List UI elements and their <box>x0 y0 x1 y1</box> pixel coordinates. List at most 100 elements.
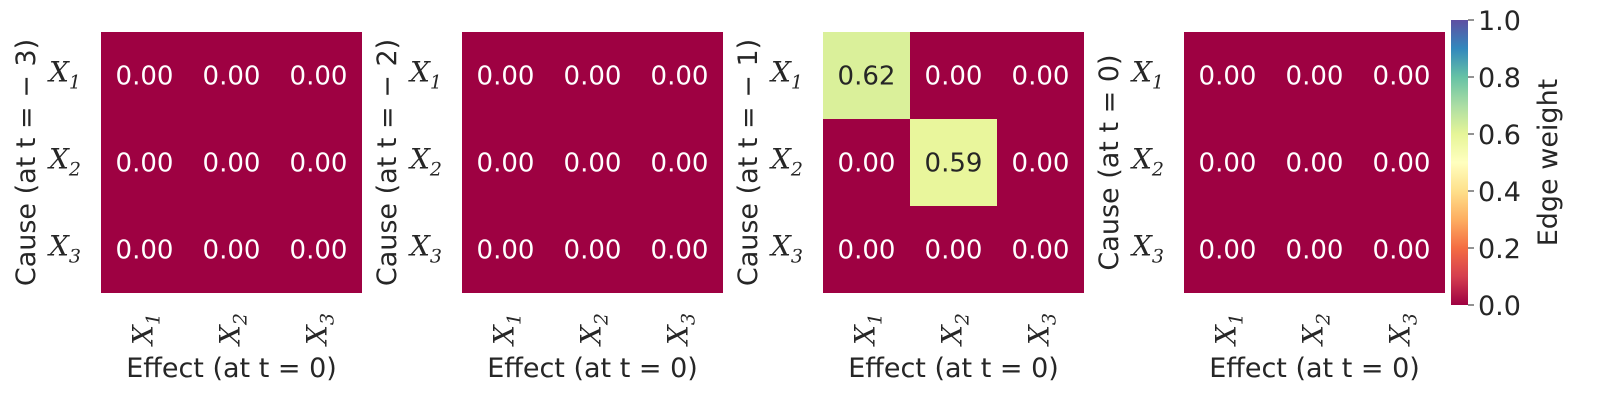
heatmap-cell <box>462 119 549 206</box>
colorbar-tick-label: 0.2 <box>1478 234 1521 265</box>
row-tick-label: X2 <box>1130 143 1164 181</box>
cell-value-label: 0.00 <box>290 236 348 266</box>
heatmap-cell <box>275 206 362 293</box>
cell-value-label: 0.00 <box>1373 236 1431 266</box>
heatmap-cell <box>1184 32 1271 119</box>
heatmap-panel-3: 0.62 0.00 0.00 0.00 0.59 0.00 0.00 0.00 0.00 X1 X2… <box>733 32 1084 384</box>
heatmap-cell <box>101 119 188 206</box>
cell-value-label: 0.00 <box>651 236 709 266</box>
row-tick-label: X3 <box>408 230 442 268</box>
heatmap-cell <box>1358 32 1445 119</box>
heatmap-cell <box>1271 119 1358 206</box>
cell-value-label: 0.00 <box>477 62 535 92</box>
x-axis-label: Effect (at t = 0) <box>1209 353 1420 384</box>
cell-value-label: 0.00 <box>838 236 896 266</box>
heatmap-cell <box>1184 119 1271 206</box>
cell-value-label: 0.00 <box>116 62 174 92</box>
heatmap-cell <box>636 206 723 293</box>
heatmap-cell <box>1271 206 1358 293</box>
cell-value-label: 0.00 <box>477 236 535 266</box>
y-axis-label: Cause (at t = − 2) <box>372 39 403 286</box>
cell-value-label: 0.00 <box>1373 62 1431 92</box>
cell-value-label: 0.00 <box>564 149 622 179</box>
row-tick-label: X3 <box>769 230 803 268</box>
heatmap-cell <box>549 206 636 293</box>
x-axis-label: Effect (at t = 0) <box>848 353 1059 384</box>
row-tick-label: X1 <box>408 56 442 94</box>
heatmap-cell <box>188 32 275 119</box>
heatmap-cell <box>1358 206 1445 293</box>
colorbar-tick-label: 0.8 <box>1478 63 1521 94</box>
column-tick-label: X2 <box>575 313 613 347</box>
row-tick-label: X2 <box>408 143 442 181</box>
row-tick-label: X2 <box>769 143 803 181</box>
cell-value-label: 0.00 <box>290 62 348 92</box>
colorbar-tick-label: 0.4 <box>1478 177 1521 208</box>
cell-value-label: 0.00 <box>925 62 983 92</box>
heatmap-cell <box>636 119 723 206</box>
cell-value-label: 0.00 <box>203 149 261 179</box>
column-tick-label: X2 <box>214 313 252 347</box>
cell-value-label: 0.00 <box>203 62 261 92</box>
column-tick-label: X1 <box>127 313 165 347</box>
cell-value-label: 0.00 <box>1373 149 1431 179</box>
heatmap-cell <box>997 119 1084 206</box>
heatmap-cell <box>549 119 636 206</box>
heatmap-cell <box>462 32 549 119</box>
heatmap-cell <box>1358 119 1445 206</box>
cell-value-label: 0.00 <box>116 236 174 266</box>
colorbar-tick-label: 0.6 <box>1478 120 1521 151</box>
cell-value-label: 0.00 <box>651 149 709 179</box>
cell-value-label: 0.00 <box>564 236 622 266</box>
heatmap-panel-2: 0.00 0.00 0.00 0.00 0.00 0.00 0.00 0.00 0.00 X1 X2… <box>372 32 723 384</box>
colorbar-gradient <box>1451 20 1468 305</box>
heatmap-cell <box>823 206 910 293</box>
column-tick-label: X2 <box>1297 313 1335 347</box>
column-tick-label: X3 <box>301 313 339 347</box>
cell-value-label: 0.00 <box>651 62 709 92</box>
cell-value-label: 0.00 <box>1012 149 1070 179</box>
heatmap-cell <box>549 32 636 119</box>
cell-value-label: 0.00 <box>1199 62 1257 92</box>
row-tick-label: X1 <box>47 56 81 94</box>
heatmap-panel-4: 0.00 0.00 0.00 0.00 0.00 0.00 0.00 0.00 0.00 X1 X2… <box>1094 32 1445 384</box>
cell-value-label: 0.00 <box>1012 236 1070 266</box>
row-tick-label: X1 <box>1130 56 1164 94</box>
column-tick-label: X3 <box>662 313 700 347</box>
heatmap-panel-1: 0.00 0.00 0.00 0.00 0.00 0.00 0.00 0.00 0.00 X1 X2… <box>11 32 362 384</box>
cell-value-label: 0.00 <box>116 149 174 179</box>
y-axis-label: Cause (at t = 0) <box>1094 54 1125 270</box>
colorbar-tick-label: 1.0 <box>1478 6 1521 37</box>
y-axis-label: Cause (at t = − 3) <box>11 39 42 286</box>
cell-value-label: 0.00 <box>203 236 261 266</box>
heatmap-cell <box>275 32 362 119</box>
row-tick-label: X3 <box>47 230 81 268</box>
column-tick-label: X1 <box>488 313 526 347</box>
cell-value-label: 0.00 <box>925 236 983 266</box>
cell-value-label: 0.59 <box>925 149 983 179</box>
colorbar: 0.0 0.2 0.4 0.6 0.8 1.0 Edge weight <box>1451 6 1564 322</box>
heatmap-cell <box>823 119 910 206</box>
cell-value-label: 0.00 <box>477 149 535 179</box>
column-tick-label: X1 <box>1210 313 1248 347</box>
row-tick-label: X3 <box>1130 230 1164 268</box>
cell-value-label: 0.00 <box>1286 149 1344 179</box>
column-tick-label: X3 <box>1023 313 1061 347</box>
heatmap-cell <box>997 206 1084 293</box>
cell-value-label: 0.00 <box>838 149 896 179</box>
cell-value-label: 0.00 <box>1199 149 1257 179</box>
heatmap-cell <box>188 206 275 293</box>
cell-value-label: 0.00 <box>1286 236 1344 266</box>
x-axis-label: Effect (at t = 0) <box>487 353 698 384</box>
heatmap-cell <box>1184 206 1271 293</box>
column-tick-label: X3 <box>1384 313 1422 347</box>
heatmap-cell <box>1271 32 1358 119</box>
cell-value-label: 0.62 <box>838 62 896 92</box>
column-tick-label: X1 <box>849 313 887 347</box>
row-tick-label: X2 <box>47 143 81 181</box>
heatmap-cell <box>101 206 188 293</box>
heatmap-cell <box>188 119 275 206</box>
colorbar-label: Edge weight <box>1533 79 1564 247</box>
heatmap-cell <box>101 32 188 119</box>
